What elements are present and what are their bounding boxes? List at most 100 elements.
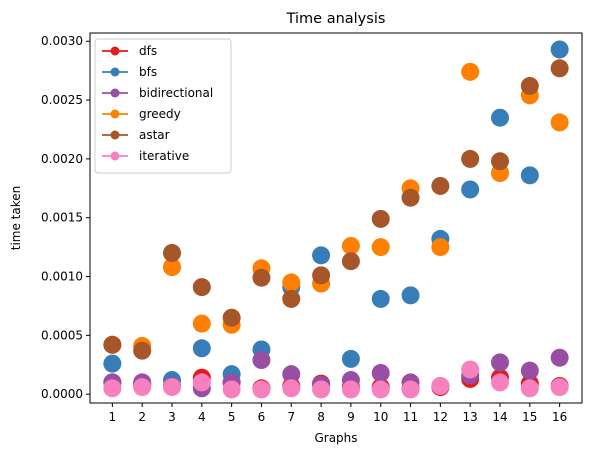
point-astar-8 — [312, 266, 331, 285]
legend-marker-bfs — [110, 67, 120, 77]
point-iterative-6 — [252, 380, 271, 399]
point-astar-10 — [371, 209, 390, 228]
y-tick-label: 0.0020 — [41, 152, 83, 166]
y-axis: 0.0000 0.0005 0.0010 0.0015 0.0020 0.0025 0.00… — [41, 34, 90, 401]
x-tick-label: 8 — [317, 410, 325, 424]
point-astar-15 — [520, 76, 539, 95]
point-bidirectional-10 — [371, 364, 390, 382]
x-tick-label: 5 — [228, 410, 236, 424]
point-astar-7 — [282, 289, 301, 308]
legend-box — [94, 38, 232, 174]
point-bfs-9 — [341, 349, 360, 368]
legend-marker-bidirectional — [110, 88, 120, 98]
point-astar-16 — [550, 59, 569, 78]
point-astar-5 — [222, 308, 241, 327]
point-iterative-1 — [103, 379, 122, 398]
x-tick-label: 12 — [433, 410, 448, 424]
legend-marker-greedy — [110, 109, 120, 119]
point-astar-9 — [341, 252, 360, 271]
point-iterative-12 — [431, 376, 450, 395]
y-tick-label: 0.0010 — [41, 270, 83, 284]
point-bfs-11 — [401, 286, 420, 305]
legend-marker-iterative — [110, 151, 120, 161]
point-greedy-3 — [163, 258, 181, 277]
point-greedy-7 — [282, 273, 301, 292]
point-bidirectional-7 — [282, 365, 301, 384]
legend-label-dfs: dfs — [139, 44, 157, 58]
x-tick-label: 1 — [109, 410, 117, 424]
x-tick-label: 14 — [492, 410, 507, 424]
x-tick-label: 7 — [287, 410, 295, 424]
x-tick-label: 10 — [373, 410, 388, 424]
point-astar-12 — [431, 176, 450, 195]
point-iterative-13 — [461, 360, 480, 379]
point-bfs-15 — [520, 166, 539, 185]
point-astar-2 — [133, 341, 152, 360]
y-tick-label: 0.0015 — [41, 211, 83, 225]
x-tick-label: 4 — [198, 410, 206, 424]
point-iterative-16 — [550, 378, 569, 397]
point-iterative-8 — [312, 380, 331, 399]
point-astar-6 — [252, 268, 271, 287]
point-greedy-16 — [550, 113, 569, 132]
legend-label-bidirectional: bidirectional — [139, 86, 213, 100]
point-bidirectional-16 — [550, 348, 569, 367]
y-tick-label: 0.0005 — [41, 328, 83, 342]
point-bfs-14 — [491, 108, 509, 127]
x-axis-label: Graphs — [314, 431, 357, 445]
point-astar-11 — [401, 188, 420, 207]
point-bidirectional-6 — [252, 351, 271, 370]
point-greedy-12 — [431, 238, 450, 257]
point-bfs-8 — [312, 246, 331, 265]
legend-label-greedy: greedy — [139, 107, 181, 121]
x-tick-label: 11 — [403, 410, 418, 424]
point-bfs-1 — [103, 354, 122, 373]
y-tick-label: 0.0000 — [41, 387, 83, 401]
point-greedy-4 — [192, 314, 211, 333]
point-iterative-9 — [341, 380, 360, 399]
point-bidirectional-14 — [491, 353, 509, 372]
x-axis: 1 2 3 4 5 6 7 8 9 10 11 12 13 14 15 16 — [109, 403, 567, 424]
point-iterative-2 — [133, 378, 152, 397]
point-bfs-4 — [192, 339, 211, 358]
y-tick-label: 0.0025 — [41, 93, 83, 107]
point-astar-3 — [163, 244, 181, 262]
y-tick-label: 0.0030 — [41, 34, 83, 48]
point-greedy-9 — [341, 236, 360, 255]
legend-label-iterative: iterative — [139, 149, 189, 163]
point-bidirectional-15 — [520, 361, 539, 380]
legend: dfs bfs bidirectional greedy astar iterative — [94, 38, 232, 174]
legend-marker-dfs — [110, 46, 120, 56]
point-iterative-14 — [491, 373, 509, 392]
point-greedy-13 — [461, 62, 480, 81]
point-astar-1 — [103, 335, 122, 354]
y-axis-label: time taken — [9, 186, 23, 251]
chart-title: Time analysis — [286, 11, 386, 27]
point-iterative-15 — [520, 379, 539, 398]
x-tick-label: 2 — [138, 410, 146, 424]
point-iterative-3 — [163, 378, 181, 397]
point-astar-13 — [461, 149, 480, 168]
legend-label-bfs: bfs — [139, 65, 157, 79]
data-points — [103, 40, 569, 399]
x-tick-label: 13 — [463, 410, 478, 424]
legend-marker-astar — [110, 130, 120, 140]
x-tick-label: 3 — [168, 410, 176, 424]
point-astar-4 — [192, 278, 211, 297]
point-iterative-10 — [371, 380, 390, 399]
point-iterative-5 — [222, 380, 241, 399]
point-iterative-4 — [192, 373, 211, 392]
point-iterative-7 — [282, 379, 301, 398]
x-tick-label: 15 — [522, 410, 537, 424]
point-bfs-10 — [371, 289, 390, 308]
point-astar-14 — [491, 152, 509, 171]
x-tick-label: 16 — [552, 410, 567, 424]
point-bfs-13 — [461, 180, 480, 199]
x-tick-label: 9 — [347, 410, 355, 424]
point-greedy-10 — [371, 238, 390, 257]
legend-label-astar: astar — [139, 128, 170, 142]
x-tick-label: 6 — [258, 410, 266, 424]
point-bfs-16 — [550, 40, 569, 59]
point-iterative-11 — [401, 380, 420, 399]
